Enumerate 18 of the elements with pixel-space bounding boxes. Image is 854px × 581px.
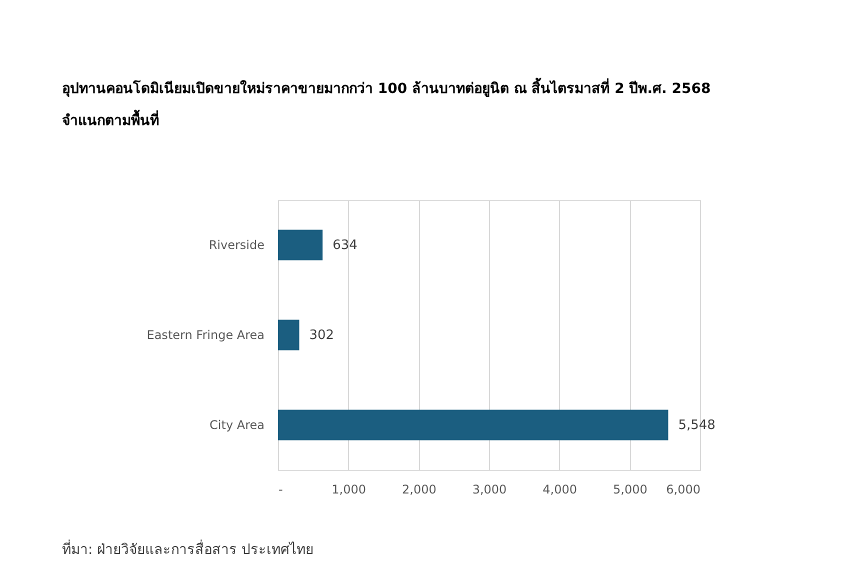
bar <box>278 320 300 350</box>
x-tick-label: 5,000 <box>612 482 648 496</box>
x-tick-label: 4,000 <box>542 482 578 496</box>
data-label: 634 <box>332 238 358 253</box>
x-tick-label: - <box>278 482 283 496</box>
y-tick-label: Riverside <box>208 238 264 252</box>
bar <box>278 230 323 260</box>
x-tick-label: 2,000 <box>402 482 436 496</box>
y-tick-label: Eastern Fringe Area <box>146 328 264 342</box>
bar <box>278 410 668 440</box>
text: ที่มา: ฝ่ายวิจัยและการสื่อสาร ประเทศไทย <box>62 540 314 558</box>
data-label: 5,548 <box>678 418 716 433</box>
x-tick-label: 3,000 <box>472 482 507 496</box>
x-tick-label: 1,000 <box>332 482 366 496</box>
x-tick-label: 6,000 <box>666 482 700 496</box>
data-label: 302 <box>309 328 334 343</box>
chart-title: อุปทานคอนโดมิเนียมเปิดขายใหม่ราคาขายมากกว่า 100 ล้านบาทต่อยูนิต ณ สิ้นไตรมาสที่ 2 ปีพ.ศ. 2568 จำแนกตามพื้นที่ <box>62 77 711 129</box>
y-tick-label: City Area <box>210 418 264 432</box>
